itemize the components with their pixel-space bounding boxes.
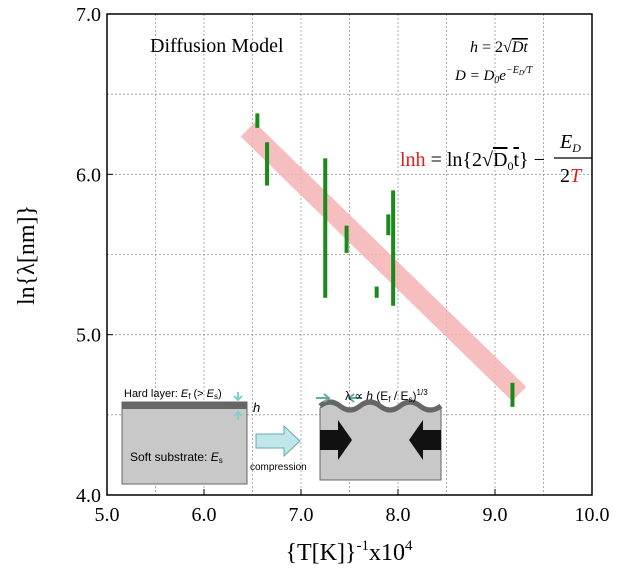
label-part: ) (218, 388, 222, 400)
label-part: -1 (357, 538, 370, 554)
formula: D = D0e−ED/T (454, 65, 534, 86)
x-tick-label: 7.0 (289, 504, 314, 526)
x-tick-label: 8.0 (386, 504, 411, 526)
formula-part: T (570, 165, 583, 187)
formula: lnh = ln{2√D0t} − (400, 149, 545, 173)
label-part: x10 (369, 540, 405, 566)
label-part: s (219, 456, 223, 465)
plot-frame (106, 13, 593, 496)
formula-part: e (499, 68, 506, 84)
y-tick-label: 6.0 (76, 164, 101, 186)
inset: Hard layer: Ef (> Es) h Soft substrate: … (121, 388, 443, 485)
formula-part: D (571, 141, 581, 155)
formula-part: D = D (454, 68, 494, 84)
formula-part: = ln{2√ (426, 149, 493, 171)
wavelength-arrows (316, 393, 362, 403)
x-tick-label: 6.0 (192, 504, 217, 526)
range-bar (386, 214, 391, 236)
substrate (121, 401, 248, 485)
inset-label: h (253, 400, 260, 415)
formula-part: E (559, 131, 572, 153)
range-bar (344, 225, 349, 253)
formula: ED (559, 131, 581, 155)
inset-label: Hard layer: Ef (> Es) (124, 388, 222, 401)
label-part: h (366, 389, 373, 403)
y-axis-label: ln{λ[nm]} (14, 205, 40, 305)
force-arrow (409, 420, 441, 460)
formula-part: t (513, 149, 519, 171)
formula: h = 2√Dt (470, 39, 528, 56)
label-part: s (214, 392, 218, 401)
formula: 2T (560, 165, 583, 187)
formula-part: D (493, 149, 507, 171)
label-part: 1/3 (417, 388, 429, 397)
annotation-title: Diffusion Model (150, 35, 284, 57)
label-part: / E (391, 389, 409, 403)
label-part: Soft substrate: (130, 450, 211, 464)
formula-part: /T (523, 65, 534, 76)
x-tick-label: 9.0 (483, 504, 508, 526)
formula-part: } − (519, 149, 545, 171)
label-part: E (211, 450, 220, 464)
x-axis-label: {T[K]}-1x104 (285, 538, 413, 566)
formula-part: h (470, 39, 478, 56)
y-tick-label: 5.0 (76, 325, 101, 347)
plot-area (107, 14, 592, 495)
force-arrow (320, 420, 352, 460)
formula-part: Dt (511, 39, 529, 56)
label-part: {T[K]} (285, 540, 356, 566)
label-part: f (388, 395, 391, 404)
y-tick-label: 4.0 (76, 485, 101, 507)
label-part: E (181, 388, 189, 400)
inset-label: Soft substrate: Es (130, 450, 223, 465)
range-bar (255, 113, 260, 128)
label-part: Hard layer: (124, 388, 181, 400)
formula-part: 0 (507, 159, 513, 173)
formula-part: lnh (400, 149, 426, 171)
y-tick-label: 7.0 (76, 4, 101, 26)
label-part: (E (373, 389, 388, 403)
range-bar (323, 158, 328, 298)
x-tick-label: 10.0 (575, 504, 610, 526)
trend-band (240, 122, 527, 402)
label-part: E (207, 388, 215, 400)
label-part: f (188, 392, 191, 401)
range-bar (374, 286, 379, 298)
label-part: ) (413, 389, 417, 403)
inset-label: λ ∝ h (Ef / Es)1/3 (345, 388, 428, 404)
range-bar (265, 142, 270, 186)
label-part: 4 (405, 538, 413, 554)
label-part: λ ∝ (345, 389, 366, 403)
formula-part: D (518, 69, 524, 77)
range-bar (510, 382, 515, 407)
label-part: s (409, 395, 413, 404)
formula-part: −E (506, 65, 519, 76)
inset-label: compression (250, 462, 307, 473)
label-part: (> (190, 388, 206, 400)
x-tick-label: 5.0 (95, 504, 120, 526)
hard-layer (122, 402, 247, 409)
formula-part: 0 (494, 75, 499, 86)
compression-arrow (255, 424, 301, 458)
wrinkled-layer (318, 399, 443, 413)
range-bar (391, 190, 396, 306)
formula-part: = 2√ (478, 39, 512, 56)
formula-part: 2 (560, 165, 570, 187)
thickness-arrows (233, 392, 243, 420)
